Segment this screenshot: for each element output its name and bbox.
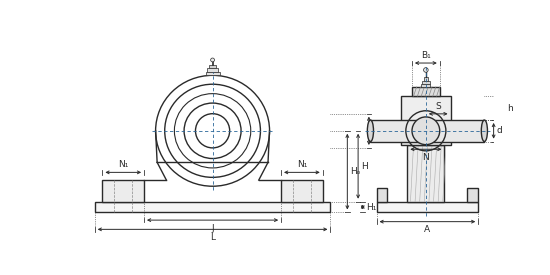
Bar bbox=[207, 68, 218, 72]
Ellipse shape bbox=[481, 120, 487, 142]
Text: N₁: N₁ bbox=[118, 160, 129, 169]
Bar bbox=[424, 77, 428, 81]
Bar bbox=[371, 120, 485, 142]
Text: d: d bbox=[372, 126, 378, 135]
Bar bbox=[422, 81, 430, 84]
Text: H: H bbox=[361, 162, 368, 171]
Bar bbox=[281, 180, 323, 202]
Circle shape bbox=[424, 68, 428, 72]
Bar bbox=[377, 188, 387, 202]
Text: L: L bbox=[210, 233, 215, 242]
Text: H₁: H₁ bbox=[366, 202, 376, 211]
Text: Hₒ: Hₒ bbox=[350, 167, 361, 176]
Circle shape bbox=[412, 117, 440, 145]
Bar bbox=[421, 84, 431, 87]
Bar bbox=[102, 180, 144, 202]
Bar bbox=[412, 87, 440, 96]
Bar bbox=[209, 65, 216, 68]
Bar bbox=[95, 202, 331, 212]
Bar bbox=[377, 202, 478, 212]
Text: N₁: N₁ bbox=[296, 160, 307, 169]
Text: B₁: B₁ bbox=[421, 51, 431, 60]
Ellipse shape bbox=[367, 120, 373, 142]
Text: h: h bbox=[508, 104, 513, 112]
Bar bbox=[402, 96, 450, 145]
Bar bbox=[206, 72, 219, 75]
Text: A: A bbox=[425, 226, 431, 235]
Circle shape bbox=[211, 58, 214, 62]
Text: N: N bbox=[422, 153, 429, 162]
Bar bbox=[468, 188, 478, 202]
Bar bbox=[408, 145, 444, 202]
Text: d: d bbox=[497, 126, 503, 135]
Text: S: S bbox=[435, 102, 441, 111]
Text: J: J bbox=[211, 224, 214, 233]
